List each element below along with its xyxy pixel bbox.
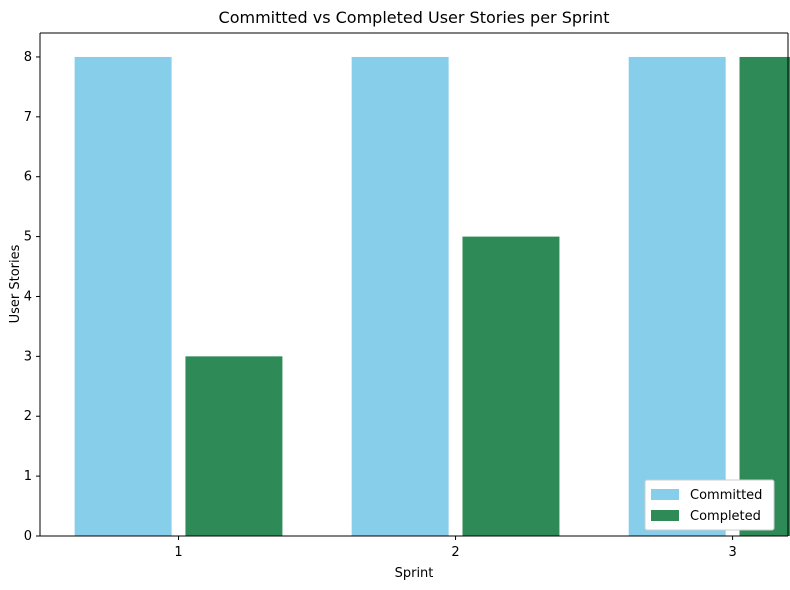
x-tick-label-3: 3 [728, 545, 736, 560]
y-tick-label-3: 3 [24, 349, 32, 364]
bars-group [74, 56, 790, 536]
axes-group: 0 1 2 3 4 5 6 7 8 1 2 3 [24, 32, 789, 560]
y-tick-label-2: 2 [24, 409, 32, 424]
bar-committed-sprint-1 [74, 56, 172, 536]
legend: Committed Completed [644, 479, 775, 531]
legend-label-committed: Committed [690, 488, 762, 503]
y-tick-label-5: 5 [24, 230, 32, 245]
x-ticks-group: 1 2 3 [174, 536, 737, 560]
y-tick-label-6: 6 [24, 170, 32, 185]
x-tick-label-1: 1 [174, 545, 182, 560]
y-axis-label: User Stories [8, 244, 23, 323]
x-tick-label-2: 2 [451, 545, 459, 560]
bar-completed-sprint-2 [462, 236, 560, 536]
x-axis-label: Sprint [395, 566, 434, 581]
y-tick-label-7: 7 [24, 110, 32, 125]
bar-completed-sprint-3 [739, 56, 790, 536]
bar-committed-sprint-2 [351, 56, 449, 536]
y-ticks-group: 0 1 2 3 4 5 6 7 8 [24, 50, 40, 544]
y-tick-label-4: 4 [24, 289, 32, 304]
y-tick-label-8: 8 [24, 50, 32, 65]
y-tick-label-0: 0 [24, 529, 32, 544]
legend-swatch-completed [651, 510, 679, 521]
bar-committed-sprint-3 [628, 56, 726, 536]
chart-title: Committed vs Completed User Stories per … [219, 8, 610, 27]
legend-label-completed: Completed [690, 509, 761, 524]
y-tick-label-1: 1 [24, 469, 32, 484]
bar-completed-sprint-1 [185, 356, 283, 536]
legend-swatch-committed [651, 489, 679, 500]
plot-area [40, 33, 790, 536]
